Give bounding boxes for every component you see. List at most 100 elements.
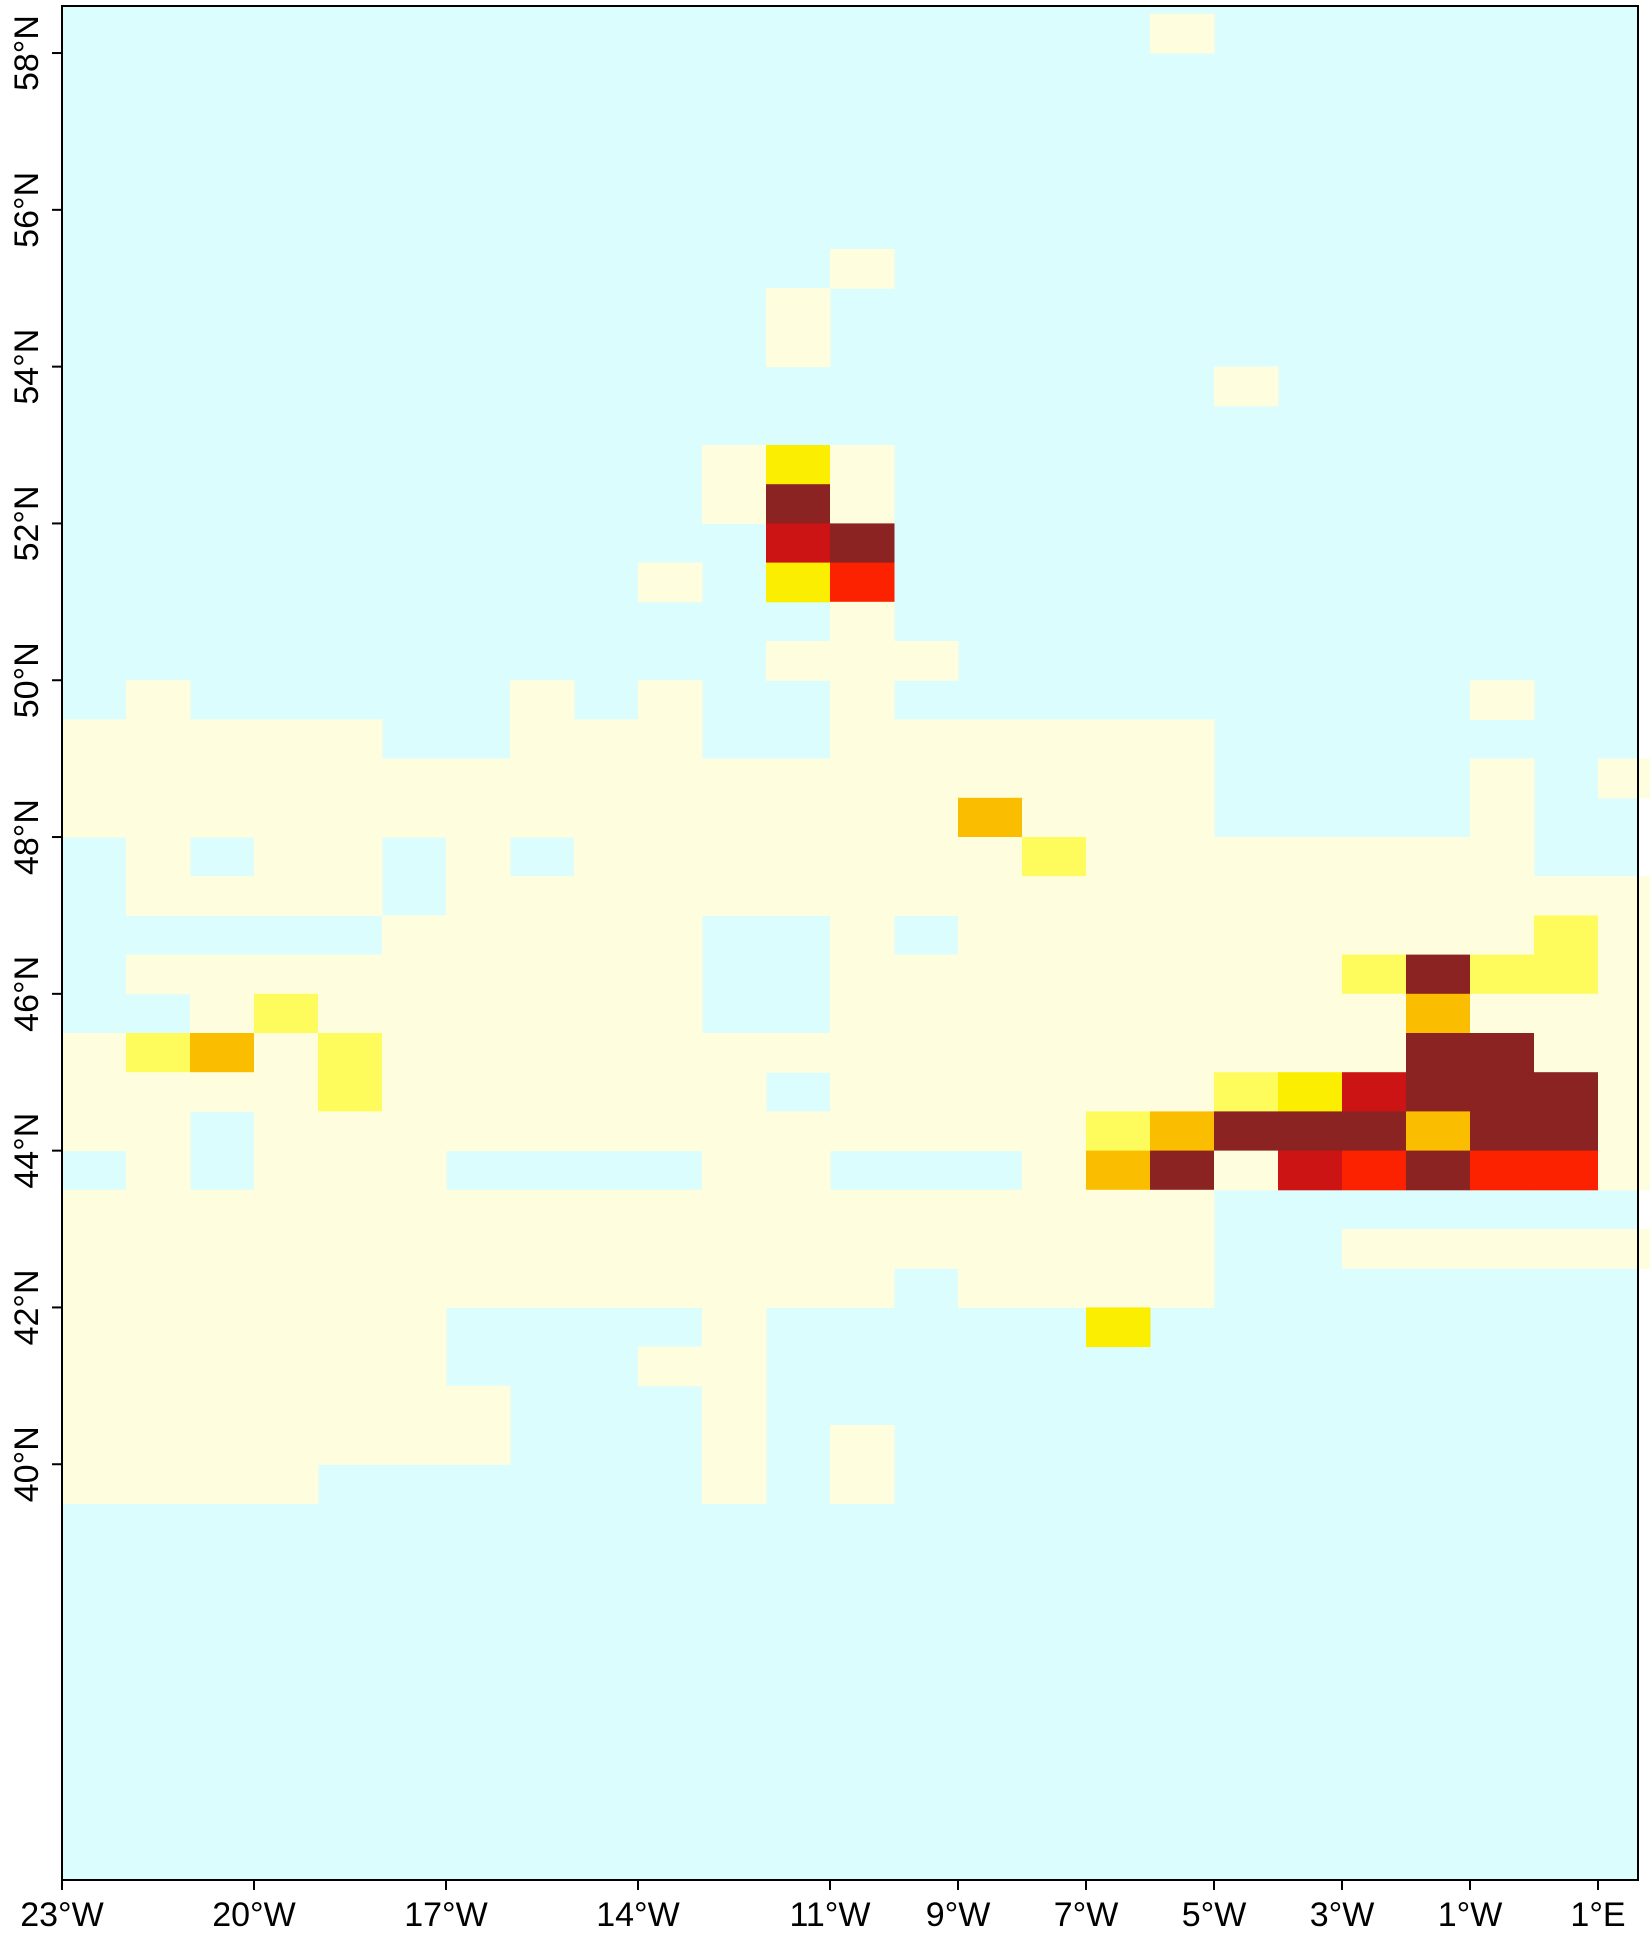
heatmap-cell [126, 719, 191, 760]
heatmap-cell [702, 876, 767, 916]
heatmap-cell [1214, 954, 1279, 995]
heatmap-cell [254, 1229, 319, 1269]
heatmap-cell [702, 1346, 767, 1387]
heatmap-cell [830, 1464, 895, 1504]
heatmap-cell [1022, 837, 1087, 877]
heatmap-cell [1406, 1033, 1471, 1073]
heatmap-cell [702, 1464, 767, 1504]
heatmap-cell [254, 1268, 319, 1308]
heatmap-cell [1470, 758, 1535, 799]
heatmap-cell [638, 993, 703, 1034]
heatmap-cell [830, 641, 895, 681]
heatmap-cell [382, 1307, 447, 1348]
heatmap-cell [1022, 1189, 1087, 1230]
heatmap-cell [62, 1346, 127, 1387]
heatmap-cell [1022, 1111, 1087, 1152]
x-tick-label: 5°W [1182, 1896, 1247, 1934]
heatmap-cell [702, 1189, 767, 1230]
heatmap-cell [1470, 1072, 1535, 1112]
heatmap-cell [830, 1268, 895, 1308]
heatmap-cell [126, 758, 191, 799]
heatmap-cell [830, 523, 895, 564]
heatmap-cell [190, 1464, 255, 1504]
heatmap-cell [830, 445, 895, 485]
heatmap-cell [702, 445, 767, 485]
heatmap-cell [1470, 993, 1535, 1034]
heatmap-cell [446, 797, 511, 838]
heatmap-cell [1406, 837, 1471, 877]
heatmap-cell [382, 1425, 447, 1465]
heatmap-cell [1022, 1072, 1087, 1112]
heatmap-cell [638, 1189, 703, 1230]
heatmap-cell [382, 1033, 447, 1073]
heatmap-cell [62, 719, 127, 760]
heatmap-cell [1150, 758, 1215, 799]
heatmap-cell [190, 1189, 255, 1230]
heatmap-cell [638, 797, 703, 838]
heatmap-cell [318, 837, 383, 877]
heatmap-cell [894, 876, 959, 916]
heatmap-cell [126, 1150, 191, 1191]
heatmap-cell [446, 954, 511, 995]
heatmap-cell [254, 1346, 319, 1387]
heatmap-cell [190, 1229, 255, 1269]
heatmap-cell [318, 1150, 383, 1191]
heatmap-cell [126, 1307, 191, 1348]
heatmap-cell [574, 758, 639, 799]
heatmap-cell [830, 1111, 895, 1152]
heatmap-cell [830, 915, 895, 956]
heatmap-cell [1086, 1307, 1151, 1348]
heatmap-cell [1150, 1111, 1215, 1152]
heatmap-cell [1086, 915, 1151, 956]
heatmap-cell [1150, 876, 1215, 916]
heatmap-cell [382, 993, 447, 1034]
heatmap-cell [958, 1268, 1023, 1308]
heatmap-cell [446, 1072, 511, 1112]
heatmap-cell [1278, 1111, 1343, 1152]
heatmap-cell [1598, 915, 1650, 956]
heatmap-cell [766, 1229, 831, 1269]
heatmap-cell [510, 915, 575, 956]
heatmap-cell [638, 1229, 703, 1269]
heatmap-cell [318, 954, 383, 995]
heatmap-cell [1022, 1229, 1087, 1269]
heatmap-cell [638, 680, 703, 720]
heatmap-cell [126, 876, 191, 916]
heatmap-cell [894, 1229, 959, 1269]
heatmap-cell [1214, 993, 1279, 1034]
y-tick-label: 54°N [8, 329, 46, 405]
heatmap-cell [382, 1268, 447, 1308]
heatmap-cell [446, 1111, 511, 1152]
heatmap-cell [1086, 1189, 1151, 1230]
heatmap-cell [1086, 876, 1151, 916]
heatmap-cell [62, 1307, 127, 1348]
heatmap-cell [766, 837, 831, 877]
heatmap-cell [126, 1189, 191, 1230]
heatmap-cell [574, 1111, 639, 1152]
heatmap-cell [1022, 1150, 1087, 1191]
heatmap-cell [894, 797, 959, 838]
heatmap-cell [62, 758, 127, 799]
heatmap-cell [958, 993, 1023, 1034]
y-tick-label: 56°N [8, 172, 46, 248]
heatmap-cell [382, 1150, 447, 1191]
heatmap-cell [1342, 837, 1407, 877]
y-tick-label: 50°N [8, 642, 46, 718]
heatmap-cell [1406, 954, 1471, 995]
heatmap-cell [1278, 1033, 1343, 1073]
heatmap-cell [1470, 1150, 1535, 1191]
heatmap-cell [638, 562, 703, 603]
heatmap-cell [318, 797, 383, 838]
heatmap-cell [62, 1033, 127, 1073]
y-tick-label: 52°N [8, 485, 46, 561]
x-axis: 23°W 20°W 17°W 14°W 11°W 9°W 7°W 5°W 3°W 1°W 1°E [20, 1880, 1626, 1934]
heatmap-cell [1150, 1189, 1215, 1230]
heatmap-cell [62, 1268, 127, 1308]
heatmap-cell [318, 993, 383, 1034]
heatmap-cell [1406, 1111, 1471, 1152]
x-tick-label: 9°W [926, 1896, 991, 1934]
heatmap-cell [254, 837, 319, 877]
heatmap-cell [126, 1229, 191, 1269]
heatmap-cell [1214, 1111, 1279, 1152]
heatmap-cell [830, 680, 895, 720]
